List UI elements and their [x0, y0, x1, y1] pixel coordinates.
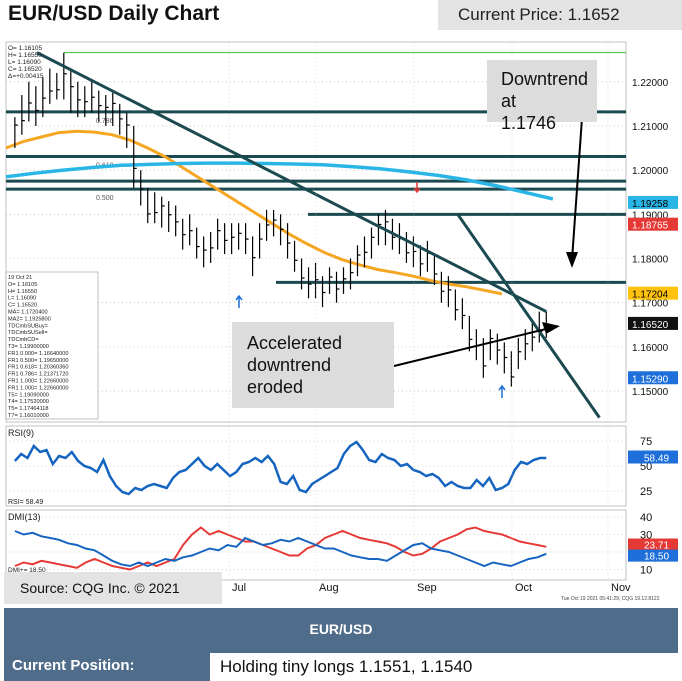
- axis-price-tag-label: 1.15290: [632, 374, 669, 385]
- callout-arrow-down: [571, 117, 583, 261]
- ohlc-readout: C= 1.16520: [8, 66, 42, 73]
- info-box-line: FR1 0.500= 1.19650000: [8, 358, 69, 364]
- info-box-line: MA2= 1.1925800: [8, 316, 51, 322]
- accelerated-callout: Accelerated downtrend eroded: [232, 322, 394, 408]
- info-box-line: T4= 1.17520000: [8, 399, 49, 405]
- info-box-line: TDCmbCD=: [8, 337, 39, 343]
- pair-label: EUR/USD: [309, 621, 373, 637]
- price-tick-label: 1.21000: [632, 122, 669, 133]
- ohlc-readout: H= 1.16550: [8, 52, 42, 59]
- info-box-line: O= 1.16105: [8, 282, 37, 288]
- info-box-line: H= 1.16550: [8, 289, 37, 295]
- info-box-line: T5= 1.17464118: [8, 406, 49, 412]
- dmi-minus-tag-label: 23.71: [644, 541, 669, 552]
- rsi-label: RSI(9): [8, 428, 34, 438]
- price-tick-label: 1.15000: [632, 387, 669, 398]
- info-box-line: FR1 0.786= 1.21371720: [8, 372, 69, 378]
- info-box-line: FR1 0.618= 1.20360360: [8, 365, 69, 371]
- x-tick-label: Sep: [417, 582, 437, 594]
- rsi-tick-label: 50: [640, 461, 652, 473]
- accelerated-callout-line-1: Accelerated: [247, 333, 343, 353]
- info-box: [5, 271, 99, 420]
- dmi-tick-label: 40: [640, 512, 652, 524]
- rsi-tick-label: 25: [640, 486, 652, 498]
- downtrend-callout-line-2: 1.1746: [501, 113, 557, 133]
- axis-price-tag: [628, 286, 678, 300]
- trendline: [36, 51, 547, 313]
- info-box-line: C= 1.16520: [8, 303, 37, 309]
- info-box-line: TDCmbSUSell=: [8, 330, 48, 336]
- info-box-line: TDCmbSUBuy=: [8, 323, 48, 329]
- dmi-plus-tag: [628, 549, 678, 562]
- dmi-plus-tag-label: 18.50: [644, 552, 669, 563]
- dmi-plus-line: [14, 530, 547, 568]
- td-sell-arrow: [413, 182, 421, 194]
- position-label: Current Position:: [12, 657, 135, 674]
- x-tick-label: Nov: [611, 582, 631, 594]
- rsi-line: [13, 440, 547, 496]
- x-tick-label: Aug: [319, 582, 339, 594]
- dmi-tick-label: 30: [640, 530, 652, 542]
- info-box-line: T7= 1.16010000: [8, 413, 49, 419]
- axis-price-tag-label: 1.16520: [632, 320, 669, 331]
- price-tick-label: 1.18000: [632, 255, 669, 266]
- ohlc-readout: L= 1.16090: [8, 59, 41, 66]
- current-price-box: Current Price: 1.1652: [438, 0, 682, 30]
- price-tick-label: 1.16000: [632, 343, 669, 354]
- ma-short-line: [5, 129, 503, 296]
- x-tick-label: Oct: [515, 582, 532, 594]
- axis-price-tag: [628, 217, 678, 231]
- x-tick-label: Jul: [232, 582, 246, 594]
- axis-price-tag: [628, 371, 678, 385]
- ohlc-readout: Δ=+0.00415: [8, 73, 44, 80]
- position-banner: Current Position: Holding tiny longs 1.1…: [4, 650, 678, 681]
- axis-price-tag: [628, 316, 678, 330]
- source-credit: Source: CQG Inc. © 2021: [4, 572, 222, 604]
- price-tick-label: 1.17000: [632, 299, 669, 310]
- callout-arrowhead-acc: [542, 322, 560, 334]
- info-box-line: FR1 1.000= 1.22660000: [8, 379, 69, 385]
- rsi-tick-label: 75: [640, 436, 652, 448]
- fib-label: 0.500: [96, 195, 114, 202]
- info-box-line: 19 Oct 21: [8, 275, 32, 281]
- current-price: Current Price: 1.1652: [458, 5, 620, 24]
- dmi-readout: DMI+= 18.50: [8, 567, 46, 574]
- price-tick-label: 1.22000: [632, 78, 669, 89]
- chart-title: EUR/USD Daily Chart: [8, 2, 220, 25]
- rsi-value-tag-label: 58.49: [644, 454, 669, 465]
- dmi-label: DMI(13): [8, 512, 41, 522]
- footer-stamp: Tue Oct 19 2021 05:41:29, CQG 19.12.8122: [561, 596, 660, 602]
- ohlc-readout: O= 1.16105: [8, 45, 43, 52]
- price-tick-label: 1.20000: [632, 166, 669, 177]
- info-box-line: T5= 1.19090000: [8, 392, 49, 398]
- dmi-minus-line: [14, 526, 547, 571]
- rsi-readout: RSI= 58.49: [8, 499, 43, 506]
- axis-price-tag-label: 1.19258: [632, 199, 669, 210]
- callout-arrow-acc: [393, 327, 551, 367]
- accelerated-callout-line-3: eroded: [247, 377, 304, 397]
- axis-price-tag: [628, 195, 678, 209]
- position-value: Holding tiny longs 1.1551, 1.1540: [210, 653, 678, 681]
- info-box-line: L= 1.16090: [8, 296, 36, 302]
- axis-price-tag-label: 1.17204: [632, 290, 669, 301]
- info-box-line: T3= 1.19900000: [8, 344, 49, 350]
- trendline: [456, 213, 601, 419]
- fib-label: 0.786: [96, 118, 114, 125]
- ma-long-line: [5, 161, 554, 201]
- info-box-line: FR1 1.000= 1.22660000: [8, 385, 69, 391]
- pair-banner: EUR/USD: [4, 608, 678, 650]
- accelerated-callout-line-2: downtrend: [247, 355, 332, 375]
- td-buy-arrow: [498, 384, 506, 398]
- rsi-value-tag: [628, 450, 678, 464]
- axis-price-tag-label: 1.18765: [632, 221, 669, 232]
- dmi-minus-tag: [628, 538, 678, 551]
- downtrend-callout: Downtrend at 1.1746: [487, 60, 597, 133]
- dmi-tick-label: 10: [640, 565, 652, 577]
- td-buy-arrow: [235, 294, 243, 308]
- info-box-line: FR1 0.000= 1.16640000: [8, 351, 69, 357]
- info-box-line: MA= 1.1720400: [8, 310, 48, 316]
- downtrend-callout-line-1: Downtrend at: [501, 69, 589, 111]
- callout-arrowhead-down: [566, 252, 578, 268]
- price-tick-label: 1.19000: [632, 210, 669, 221]
